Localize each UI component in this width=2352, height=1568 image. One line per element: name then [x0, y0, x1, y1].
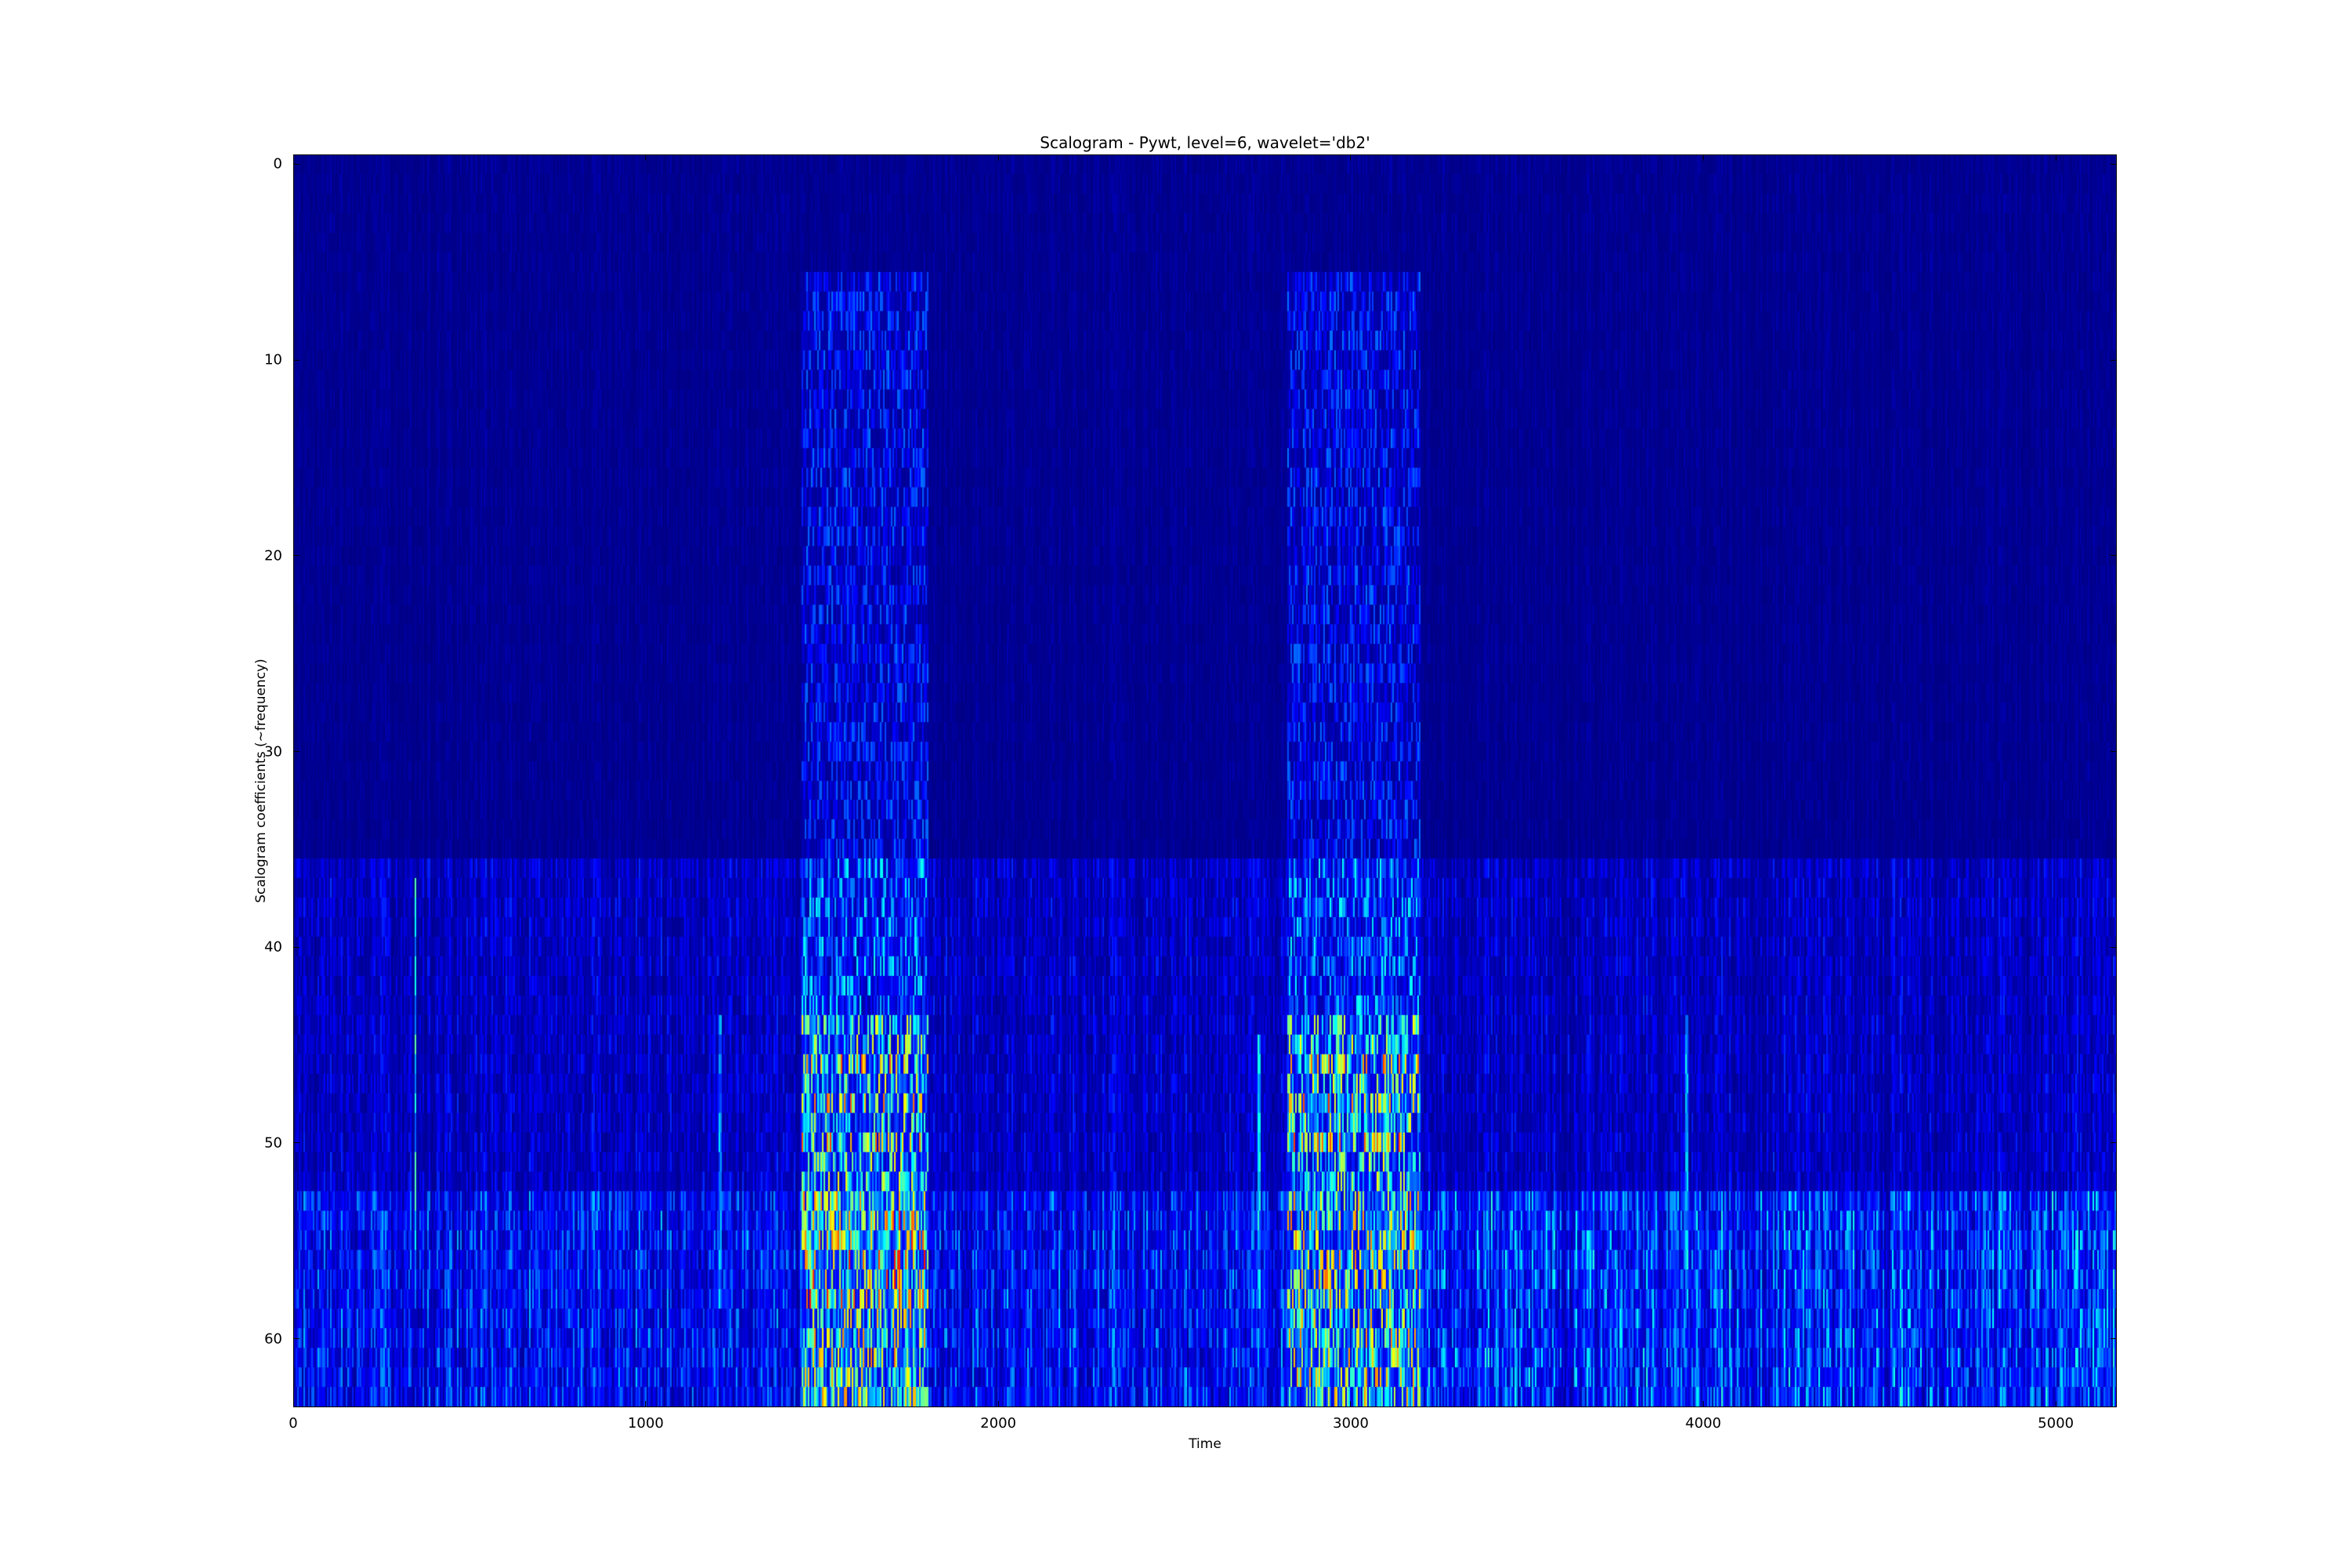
- x-tick-label: 2000: [980, 1415, 1017, 1432]
- y-tick-mark: [2111, 555, 2117, 557]
- y-tick-label: 20: [264, 547, 282, 564]
- x-tick-mark: [1350, 154, 1352, 161]
- y-tick-mark: [293, 163, 299, 165]
- y-tick-mark: [2111, 1142, 2117, 1144]
- y-tick-mark: [293, 1142, 299, 1144]
- y-tick-label: 40: [264, 938, 282, 956]
- x-tick-label: 1000: [627, 1415, 664, 1432]
- x-tick-mark: [292, 1401, 294, 1407]
- x-tick-label: 3000: [1333, 1415, 1369, 1432]
- y-tick-mark: [2111, 163, 2117, 165]
- y-axis-label: Scalogram coefficients (~frequency): [253, 659, 269, 903]
- x-tick-mark: [997, 1401, 999, 1407]
- x-tick-mark: [645, 1401, 647, 1407]
- y-tick-mark: [2111, 751, 2117, 753]
- scalogram-heatmap: [294, 155, 2116, 1406]
- x-tick-label: 0: [289, 1415, 298, 1432]
- y-tick-label: 50: [264, 1134, 282, 1152]
- y-tick-mark: [293, 1338, 299, 1340]
- x-axis-label: Time: [1189, 1436, 1221, 1452]
- x-tick-mark: [1350, 1401, 1352, 1407]
- y-tick-label: 10: [264, 351, 282, 368]
- y-tick-mark: [2111, 946, 2117, 948]
- y-tick-label: 0: [273, 155, 282, 172]
- chart-title: Scalogram - Pywt, level=6, wavelet='db2': [1040, 133, 1370, 152]
- y-tick-mark: [2111, 1338, 2117, 1340]
- x-tick-mark: [1703, 154, 1704, 161]
- plot-area: [293, 154, 2117, 1407]
- x-tick-label: 5000: [2038, 1415, 2074, 1432]
- x-tick-mark: [997, 154, 999, 161]
- y-tick-mark: [293, 751, 299, 753]
- x-tick-mark: [645, 154, 647, 161]
- y-tick-label: 30: [264, 743, 282, 760]
- y-tick-label: 60: [264, 1330, 282, 1348]
- y-tick-mark: [293, 946, 299, 948]
- x-tick-label: 4000: [1685, 1415, 1722, 1432]
- x-tick-mark: [1703, 1401, 1704, 1407]
- y-tick-mark: [293, 555, 299, 557]
- y-tick-mark: [293, 359, 299, 361]
- x-tick-mark: [292, 154, 294, 161]
- y-tick-mark: [2111, 359, 2117, 361]
